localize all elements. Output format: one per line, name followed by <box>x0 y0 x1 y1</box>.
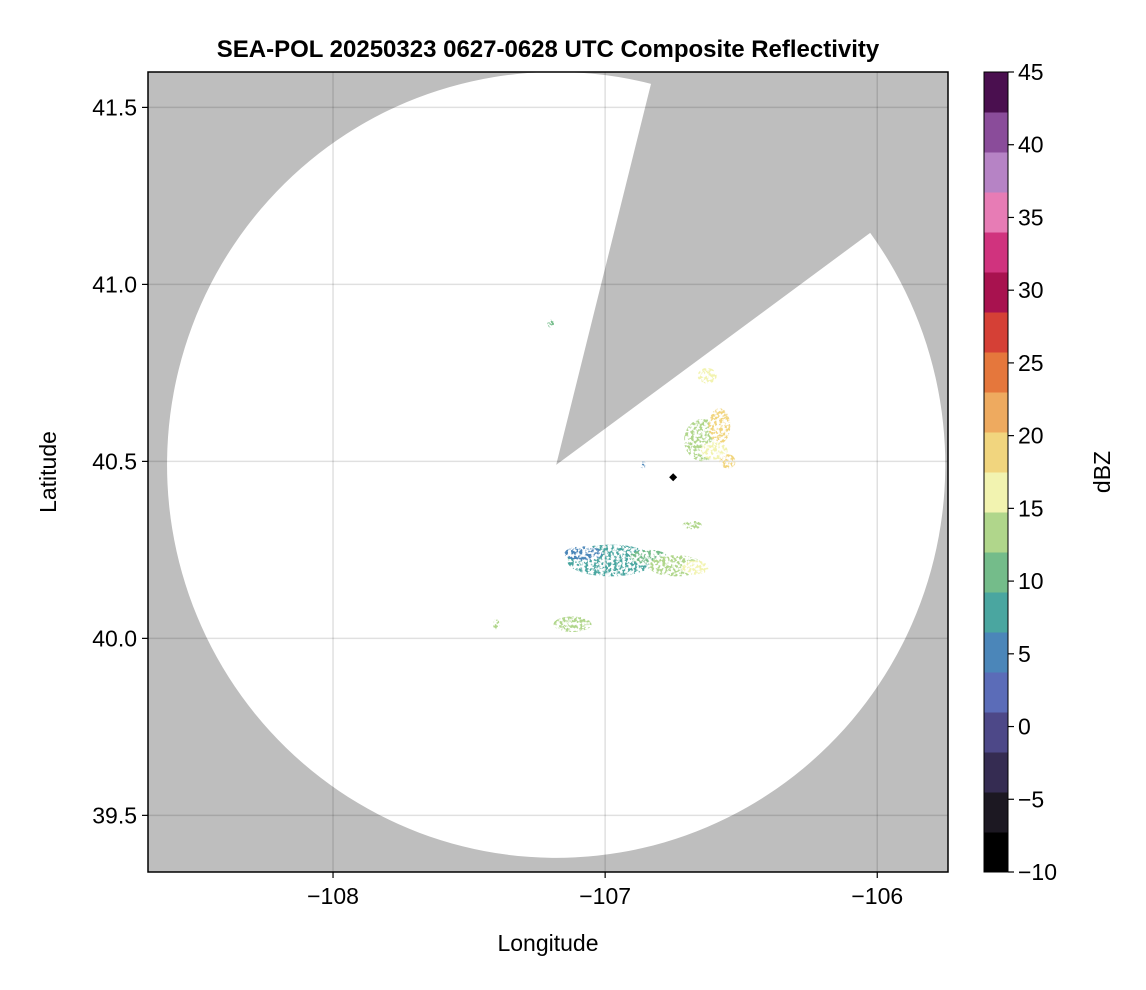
y-tick-label: 39.5 <box>92 802 137 828</box>
colorbar-label: dBZ <box>1089 451 1115 493</box>
colorbar-band <box>984 392 1008 433</box>
echo-cell <box>682 520 702 530</box>
grid-lines <box>148 72 948 872</box>
colorbar-band <box>984 712 1008 753</box>
colorbar-swatches <box>984 72 1008 873</box>
y-tick-label: 40.5 <box>92 448 137 474</box>
colorbar-band <box>984 152 1008 193</box>
colorbar-band <box>984 472 1008 513</box>
radar-site-marker <box>669 473 678 482</box>
echo-cell <box>697 367 717 384</box>
colorbar-band <box>984 72 1008 113</box>
colorbar-band <box>984 232 1008 273</box>
colorbar-band <box>984 512 1008 553</box>
colorbar-tick-label: 25 <box>1018 350 1044 376</box>
chart-title: SEA-POL 20250323 0627-0628 UTC Composite… <box>217 36 880 63</box>
colorbar-band <box>984 632 1008 673</box>
colorbar-tick-label: 30 <box>1018 277 1044 303</box>
colorbar-tick-label: 5 <box>1018 641 1031 667</box>
x-tick-label: −107 <box>579 883 631 909</box>
colorbar-tick-label: 20 <box>1018 423 1044 449</box>
colorbar-band <box>984 592 1008 633</box>
colorbar-band <box>984 112 1008 153</box>
reflectivity-echoes <box>493 319 736 632</box>
colorbar-band <box>984 552 1008 593</box>
colorbar-band <box>984 312 1008 353</box>
colorbar-band <box>984 832 1008 873</box>
x-axis-label: Longitude <box>497 930 598 956</box>
colorbar-band <box>984 752 1008 793</box>
y-axis-label: Latitude <box>35 431 61 513</box>
colorbar-tick-label: −5 <box>1018 786 1044 812</box>
colorbar-band <box>984 352 1008 393</box>
y-axis-ticks: 39.5 40.0 40.5 41.0 41.5 <box>92 94 148 828</box>
y-tick-label: 41.5 <box>92 94 137 120</box>
colorbar-tick-label: 0 <box>1018 714 1031 740</box>
colorbar-tick-label: 45 <box>1018 59 1044 85</box>
colorbar-band <box>984 192 1008 233</box>
echo-cell <box>681 560 709 575</box>
colorbar-ticks: −10 −5 0 5 10 15 20 25 30 35 40 45 <box>1008 59 1057 885</box>
echo-cell <box>719 454 736 469</box>
colorbar-band <box>984 672 1008 713</box>
x-axis-ticks: −108 −107 −106 <box>307 872 903 909</box>
echo-cell <box>708 408 731 444</box>
colorbar-tick-label: 15 <box>1018 495 1044 521</box>
echo-cell <box>564 546 603 561</box>
colorbar-tick-label: 10 <box>1018 568 1044 594</box>
y-tick-label: 40.0 <box>92 625 137 651</box>
radar-site-diamond <box>669 473 678 482</box>
y-tick-label: 41.0 <box>92 271 137 297</box>
x-tick-label: −108 <box>307 883 359 909</box>
plot-area <box>148 72 948 872</box>
colorbar-tick-label: 40 <box>1018 132 1044 158</box>
colorbar-band <box>984 432 1008 473</box>
colorbar-band <box>984 272 1008 313</box>
colorbar-frame <box>983 71 1009 873</box>
plot-frame <box>147 71 949 873</box>
echo-cell <box>553 616 592 632</box>
echo-cell <box>493 618 500 630</box>
colorbar: −10 −5 0 5 10 15 20 25 30 35 40 45 <box>983 59 1057 885</box>
x-tick-label: −106 <box>851 883 903 909</box>
colorbar-tick-label: 35 <box>1018 204 1044 230</box>
colorbar-band <box>984 792 1008 833</box>
echo-cell <box>700 441 728 460</box>
radar-coverage <box>167 72 946 858</box>
echo-cell <box>547 319 554 328</box>
colorbar-tick-label: −10 <box>1018 859 1057 885</box>
echo-cell <box>639 461 647 469</box>
